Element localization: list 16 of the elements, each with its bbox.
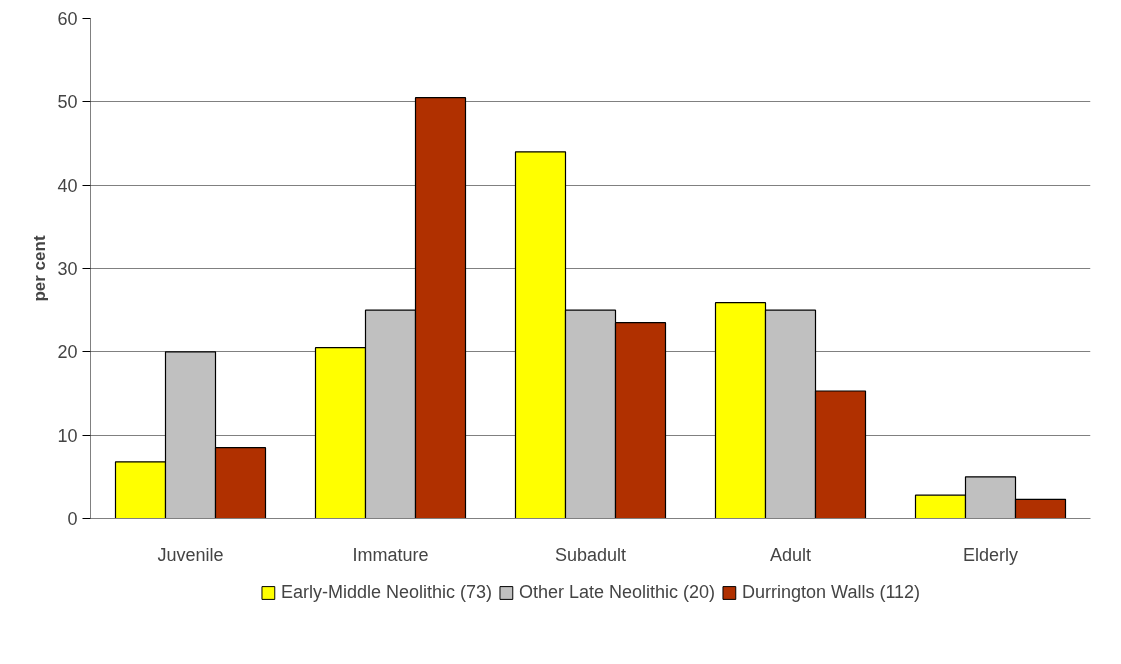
legend-label: Durrington Walls (112) (742, 581, 921, 603)
x-tick-label: Juvenile (157, 544, 224, 565)
x-tick-label: Adult (769, 544, 812, 565)
y-tick-label: 10 (57, 425, 78, 446)
legend-label: Other Late Neolithic (20) (518, 581, 716, 603)
x-tick-label: Subadult (554, 544, 627, 565)
y-tick-label: 40 (57, 175, 78, 196)
y-tick-label: 20 (57, 342, 78, 363)
y-tick-label: 0 (67, 509, 78, 529)
y-tick-label: 50 (57, 92, 78, 113)
x-tick-label: Elderly (962, 544, 1019, 565)
x-tick-label: Immature (352, 544, 429, 565)
y-tick-label: 30 (57, 259, 78, 279)
y-tick-label: 60 (57, 9, 78, 29)
legend-label: Early-Middle Neolithic (73) (280, 581, 492, 603)
y-axis-title: per cent (30, 235, 50, 302)
